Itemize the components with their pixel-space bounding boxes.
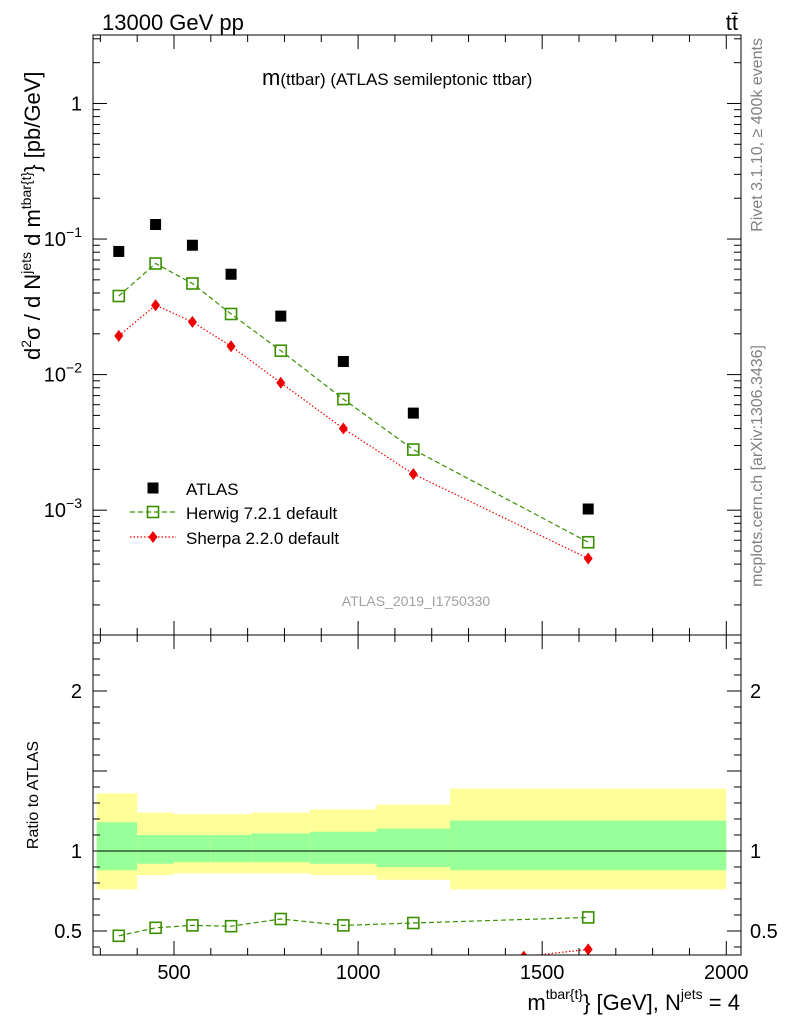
watermark: ATLAS_2019_I1750330 bbox=[342, 593, 491, 609]
data-point-0-0 bbox=[113, 245, 125, 257]
ratio-panel: 0.5 0.5 1 1 2 2 500 1000 1500 2000 Ratio to ATLAS… bbox=[25, 634, 778, 1015]
series-line-1 bbox=[118, 262, 589, 543]
x-tick-label: 1500 bbox=[520, 962, 565, 984]
legend-markers bbox=[130, 482, 176, 543]
band-inner-3 bbox=[210, 835, 252, 863]
band-inner-2 bbox=[174, 835, 211, 863]
data-point-0-7 bbox=[582, 503, 594, 515]
data-point-2-0 bbox=[114, 329, 124, 342]
ratio-y-tick-label: 1 bbox=[71, 841, 82, 863]
legend-marker-0 bbox=[147, 482, 159, 494]
data-point-2-7 bbox=[583, 552, 593, 565]
legend-label-atlas: ATLAS bbox=[186, 480, 239, 499]
data-point-2-6 bbox=[408, 467, 418, 480]
x-tick-label: 500 bbox=[157, 962, 190, 984]
ratio-point-0-2 bbox=[186, 919, 199, 932]
data-point-2-3 bbox=[226, 340, 236, 353]
ratio-bands bbox=[93, 788, 741, 890]
mcplots-label: mcplots.cern.ch [arXiv:1306.3436] bbox=[749, 345, 766, 587]
x-tick-label: 1000 bbox=[336, 962, 381, 984]
band-inner-7 bbox=[450, 820, 727, 871]
data-point-1-3 bbox=[224, 307, 238, 321]
ratio-series-line-1 bbox=[532, 948, 589, 955]
band-inner-4 bbox=[251, 833, 311, 863]
ratio-y-tick-label-right: 2 bbox=[750, 681, 761, 703]
chart-title: m(ttbar) (ATLAS semileptonic ttbar) bbox=[262, 65, 532, 90]
series-line-2 bbox=[118, 304, 589, 560]
ratio-panel-frame bbox=[92, 634, 742, 956]
data-point-0-1 bbox=[150, 219, 162, 231]
y-tick-label: 10−2 bbox=[44, 360, 82, 387]
ratio-point-1-1 bbox=[583, 943, 593, 955]
data-point-1-1 bbox=[149, 257, 162, 270]
x-tick-label: 2000 bbox=[704, 962, 749, 984]
ratio-y-axis-label: Ratio to ATLAS bbox=[25, 741, 42, 849]
y-tick-label: 1 bbox=[71, 93, 82, 115]
main-panel: 1 10−1 10−2 10−3 m(ttbar) (ATLAS semilepton… bbox=[18, 34, 742, 636]
ratio-y-tick-label: 0.5 bbox=[54, 921, 82, 943]
ratio-y-tick-label: 2 bbox=[71, 681, 82, 703]
data-point-2-4 bbox=[276, 376, 286, 389]
ratio-point-0-0 bbox=[112, 929, 126, 943]
data-point-1-2 bbox=[186, 277, 199, 290]
band-inner-6 bbox=[376, 828, 451, 867]
data-point-0-3 bbox=[225, 268, 237, 280]
band-inner-0 bbox=[96, 822, 138, 871]
legend-marker-1 bbox=[146, 505, 160, 519]
y-axis-label: d2σ / d Njets d mtbar{t}} [pb/GeV] bbox=[18, 72, 45, 360]
band-inner-1 bbox=[137, 835, 174, 864]
header-right: tt̄ bbox=[726, 10, 738, 35]
ratio-point-0-5 bbox=[337, 919, 350, 932]
main-panel-ticks bbox=[93, 35, 741, 635]
data-point-0-6 bbox=[407, 407, 419, 419]
ratio-point-0-1 bbox=[149, 921, 162, 935]
data-point-0-5 bbox=[337, 355, 349, 367]
x-axis-label: mtbar{t}} [GeV], Njets = 4 bbox=[527, 986, 740, 1015]
data-point-1-7 bbox=[581, 535, 595, 549]
ratio-point-0-7 bbox=[581, 911, 595, 924]
rivet-label: Rivet 3.1.10, ≥ 400k events bbox=[749, 38, 766, 232]
ratio-y-tick-label-right: 1 bbox=[750, 841, 761, 863]
ratio-marks bbox=[112, 911, 595, 955]
ratio-point-1-0 bbox=[520, 950, 528, 955]
band-inner-5 bbox=[310, 831, 377, 864]
data-point-1-5 bbox=[337, 392, 350, 406]
ratio-panel-ticks bbox=[93, 635, 741, 955]
ratio-point-0-6 bbox=[407, 916, 420, 930]
ratio-point-0-3 bbox=[224, 919, 238, 933]
ratio-panel-tick-labels: 0.5 0.5 1 1 2 2 500 1000 1500 2000 bbox=[54, 681, 778, 984]
header-left: 13000 GeV pp bbox=[102, 10, 244, 35]
y-tick-label: 10−1 bbox=[44, 224, 82, 251]
main-panel-tick-labels: 1 10−1 10−2 10−3 bbox=[44, 93, 82, 522]
data-point-0-4 bbox=[275, 310, 287, 322]
legend: ATLAS Herwig 7.2.1 default Sherpa 2.2.0 … bbox=[130, 480, 339, 548]
data-point-2-5 bbox=[338, 422, 348, 435]
main-panel-marks bbox=[112, 219, 595, 565]
ratio-y-tick-label-right: 0.5 bbox=[750, 921, 778, 943]
legend-label-herwig: Herwig 7.2.1 default bbox=[186, 504, 337, 523]
data-point-2-2 bbox=[187, 315, 197, 328]
y-tick-label: 10−3 bbox=[44, 495, 82, 522]
ratio-point-0-4 bbox=[274, 912, 288, 926]
data-point-1-0 bbox=[112, 289, 126, 303]
legend-label-sherpa: Sherpa 2.2.0 default bbox=[186, 529, 339, 548]
data-point-1-4 bbox=[274, 344, 288, 358]
legend-marker-2 bbox=[148, 531, 158, 543]
data-point-2-1 bbox=[151, 299, 161, 312]
data-point-0-2 bbox=[186, 239, 198, 251]
data-point-1-6 bbox=[407, 443, 420, 456]
